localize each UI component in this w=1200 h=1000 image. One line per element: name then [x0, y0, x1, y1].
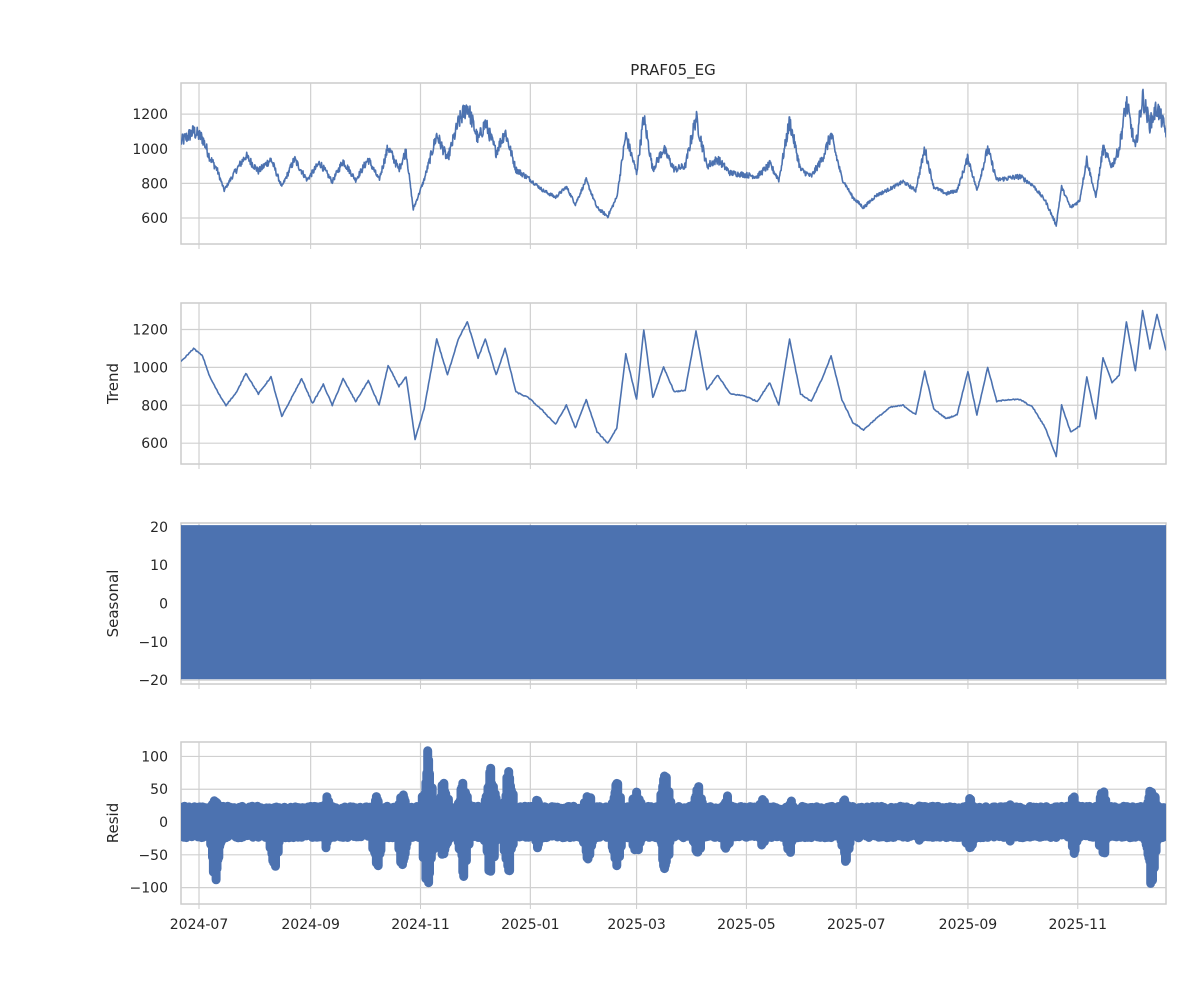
panel-trend: 600 800 1000 1200 Trend	[104, 302, 1167, 469]
y-tick-label: 0	[159, 597, 168, 613]
y-tick-label: −50	[138, 848, 168, 864]
panels-layer: 6008001000120060080010001200Trend−20−100…	[104, 82, 1167, 933]
y-tick-label: 800	[141, 398, 168, 414]
panel-frame	[180, 302, 1167, 465]
seasonal-series-band	[181, 526, 1166, 679]
x-tick-label: 2025-01	[501, 917, 560, 933]
x-tick-label: 2025-11	[1049, 917, 1108, 933]
y-tick-label: 100	[141, 749, 168, 765]
panel-frame	[180, 82, 1167, 245]
x-tick-label: 2025-05	[717, 917, 776, 933]
y-tick-label: 10	[150, 558, 168, 574]
observed-series-line	[181, 88, 1166, 227]
y-tick-label: −100	[130, 881, 168, 897]
x-tick-label: 2025-03	[607, 917, 666, 933]
x-tick-label: 2024-11	[391, 917, 450, 933]
y-tick-label: 1000	[132, 142, 168, 158]
y-tick-label: −20	[138, 673, 168, 689]
y-tick-label: 600	[141, 211, 168, 227]
y-axis-label: Trend	[104, 363, 122, 405]
grid-lines	[181, 83, 1166, 244]
y-tick-label: −10	[138, 635, 168, 651]
panel-resid: −100 −50 0 50 100 Resid 2024-07 2024-09 2024-11 2…	[104, 741, 1167, 933]
x-tick-label: 2025-09	[939, 917, 998, 933]
grid-lines	[181, 303, 1166, 464]
x-tick-label: 2025-07	[827, 917, 886, 933]
y-tick-label: 0	[159, 815, 168, 831]
plot-area	[181, 525, 1166, 680]
x-tick-label: 2024-09	[281, 917, 340, 933]
panel-seasonal: −20 −10 0 10 20 Seasonal	[104, 520, 1167, 689]
y-axis-label: Resid	[104, 803, 122, 843]
y-tick-label: 20	[150, 520, 168, 536]
trend-series-line	[181, 309, 1166, 458]
y-tick-label: 1200	[132, 323, 168, 339]
chart-title: PRAF05_EG	[630, 61, 715, 80]
panel-observed: 600 800 1000 1200	[132, 82, 1167, 249]
x-tick-label: 2024-07	[170, 917, 229, 933]
plot-area	[181, 88, 1166, 227]
y-tick-label: 800	[141, 176, 168, 192]
plot-area	[181, 309, 1166, 458]
plot-area	[181, 746, 1166, 888]
y-tick-label: 50	[150, 782, 168, 798]
y-tick-label: 1200	[132, 107, 168, 123]
y-axis-label: Seasonal	[104, 570, 122, 638]
y-tick-label: 600	[141, 436, 168, 452]
y-tick-label: 1000	[132, 360, 168, 376]
